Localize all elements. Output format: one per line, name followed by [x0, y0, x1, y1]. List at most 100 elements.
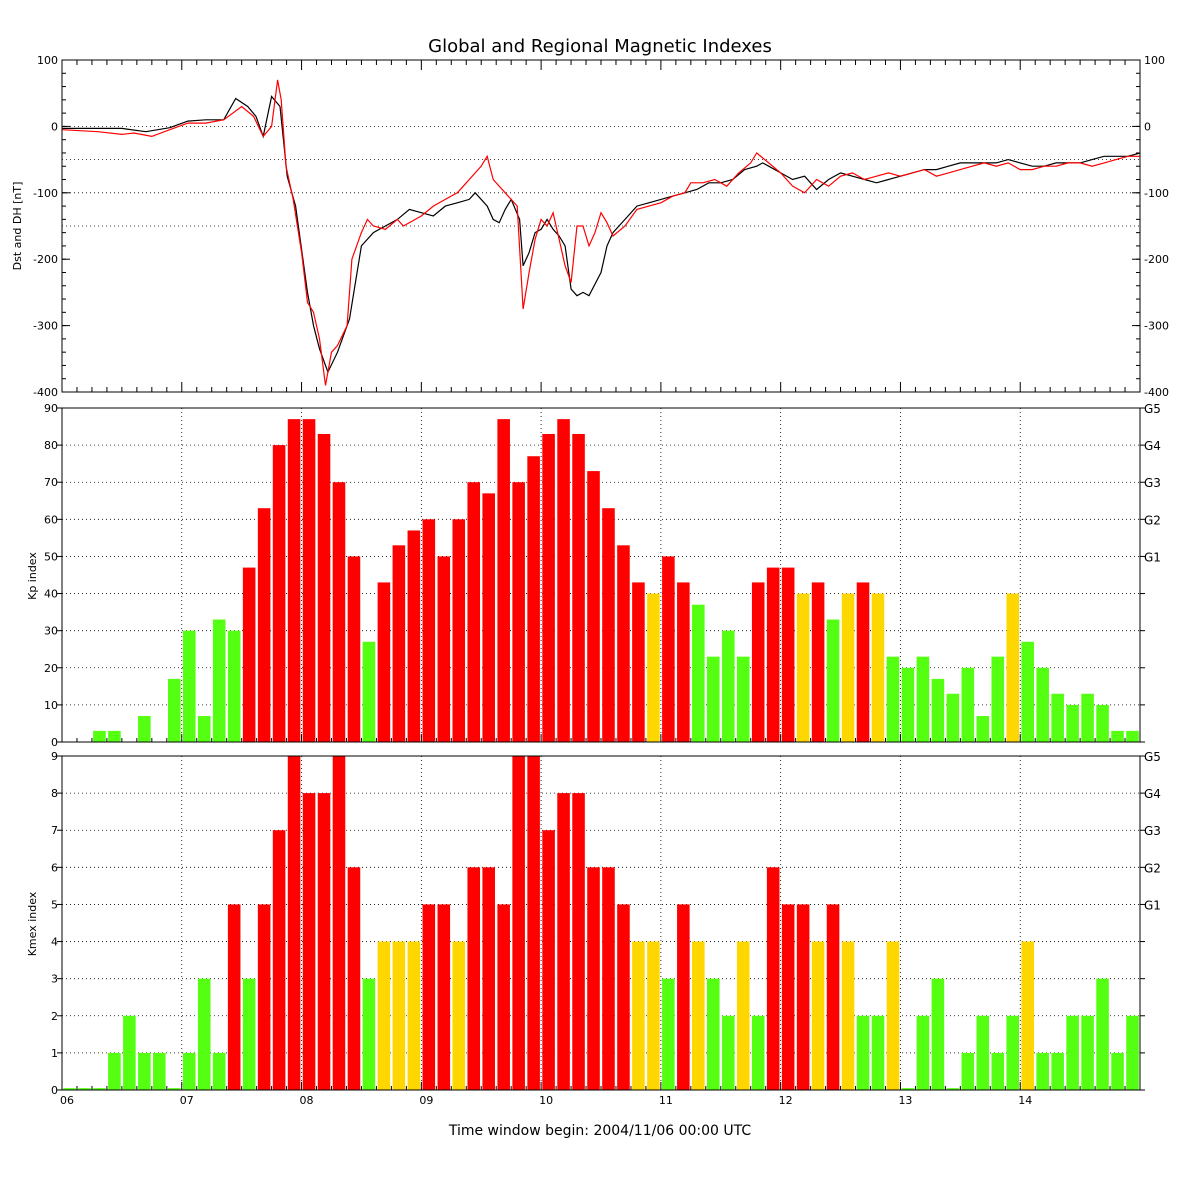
- kmex-bar: [242, 978, 256, 1090]
- kp-bar: [572, 433, 585, 742]
- kp-gscale-label: G2: [1144, 513, 1161, 527]
- kp-bar: [392, 545, 406, 742]
- kmex-bar: [557, 793, 570, 1090]
- x-tick-label: 06: [60, 1094, 74, 1107]
- chart-title: Global and Regional Magnetic Indexes: [428, 36, 772, 57]
- kmex-bar: [721, 1015, 735, 1090]
- kmex-bar: [392, 941, 406, 1090]
- kmex-bar: [632, 941, 645, 1090]
- kp-ytick-label: 10: [44, 699, 58, 712]
- kmex-bar: [976, 1015, 990, 1090]
- kmex-ytick-label: 1: [51, 1047, 58, 1060]
- kp-ytick-label: 40: [44, 588, 58, 601]
- kmex-bar: [437, 904, 451, 1090]
- kmex-bar: [377, 941, 391, 1090]
- kmex-bar: [138, 1052, 151, 1090]
- kmex-bar: [1111, 1052, 1124, 1090]
- kmex-bar: [212, 1052, 226, 1090]
- kmex-ytick-label: 5: [51, 898, 58, 911]
- x-tick-label: 10: [539, 1094, 553, 1107]
- kp-bar: [587, 471, 600, 742]
- kmex-bar: [796, 904, 810, 1090]
- kmex-bar: [602, 867, 615, 1090]
- kp-bar: [422, 519, 436, 742]
- x-tick-label: 08: [300, 1094, 314, 1107]
- dst-ytick-label: -300: [33, 320, 58, 333]
- kmex-bar: [662, 978, 675, 1090]
- kp-bar: [632, 582, 645, 742]
- kp-bar: [662, 556, 675, 742]
- kp-bar: [781, 567, 795, 742]
- kp-bar: [1066, 704, 1079, 742]
- kmex-bar: [347, 867, 361, 1090]
- kp-bar: [317, 433, 331, 742]
- kmex-bar: [302, 793, 316, 1090]
- kp-bar: [197, 716, 211, 742]
- kmex-bar: [422, 904, 436, 1090]
- kp-bar: [227, 630, 241, 742]
- kp-bar: [377, 582, 391, 742]
- kmex-bar: [916, 1015, 930, 1090]
- kmex-bar: [1126, 1015, 1139, 1090]
- kp-bar: [482, 493, 495, 742]
- kp-bar: [407, 530, 421, 742]
- dst-ytick-label-right: 0: [1144, 120, 1151, 133]
- kp-bar: [871, 593, 885, 742]
- kmex-bar: [617, 904, 630, 1090]
- dst-ytick-label: -100: [33, 187, 58, 200]
- kp-bar: [527, 456, 540, 742]
- x-tick-label: 12: [779, 1094, 793, 1107]
- kp-bar: [1021, 641, 1034, 742]
- kmex-gscale-label: G5: [1144, 750, 1161, 764]
- kp-ytick-label: 0: [51, 736, 58, 749]
- kmex-bar: [332, 756, 346, 1090]
- dst-ytick-label-right: -300: [1144, 320, 1169, 333]
- kp-bar: [168, 678, 181, 742]
- kmex-bar: [961, 1052, 975, 1090]
- kmex-gscale-label: G2: [1144, 861, 1161, 875]
- kp-bar: [931, 678, 945, 742]
- kp-ytick-label: 60: [44, 513, 58, 526]
- kmex-bar: [781, 904, 795, 1090]
- kmex-ytick-label: 6: [51, 861, 58, 874]
- kmex-bar: [1081, 1015, 1094, 1090]
- kp-bar: [332, 482, 346, 742]
- kp-ytick-label: 50: [44, 550, 58, 563]
- dst-ytick-label-right: -400: [1144, 386, 1169, 399]
- kp-bar: [257, 508, 271, 742]
- kp-ylabel: Kp index: [26, 552, 39, 600]
- kp-bar: [287, 419, 301, 742]
- kp-bar: [692, 604, 705, 742]
- kp-bar: [1111, 730, 1124, 742]
- kp-bar: [886, 656, 900, 742]
- kmex-bar: [93, 1088, 106, 1090]
- kmex-bar: [182, 1052, 196, 1090]
- kmex-ylabel: Kmex index: [26, 891, 39, 956]
- kmex-bar: [78, 1088, 91, 1090]
- kp-bar: [736, 656, 750, 742]
- kmex-ytick-label: 9: [51, 750, 58, 763]
- dst-ylabel: Dst and DH [nT]: [11, 182, 24, 271]
- x-tick-label: 11: [659, 1094, 673, 1107]
- kp-ytick-label: 70: [44, 476, 58, 489]
- kmex-bar: [871, 1015, 885, 1090]
- kmex-bar: [168, 1088, 181, 1090]
- kp-gscale-label: G4: [1144, 439, 1161, 453]
- kmex-ytick-label: 4: [51, 936, 58, 949]
- kmex-bar: [407, 941, 421, 1090]
- kmex-bar: [153, 1052, 166, 1090]
- kp-bar: [1051, 693, 1064, 742]
- kp-bar: [602, 508, 615, 742]
- kmex-gscale-label: G1: [1144, 898, 1161, 912]
- dst-panel: Dst and DH [nT] 100 100 0 0 -100 -100 -200 -200…: [11, 54, 1169, 399]
- x-axis: 06 07 08 09 10 11 12 13 14: [60, 1094, 1032, 1107]
- kmex-bar: [123, 1015, 136, 1090]
- kmex-bar: [362, 978, 376, 1090]
- kmex-bar: [512, 756, 525, 1090]
- kmex-bar: [108, 1052, 121, 1090]
- kmex-bar: [647, 941, 660, 1090]
- kmex-bar: [856, 1015, 870, 1090]
- kmex-ytick-label: 2: [51, 1010, 58, 1023]
- kp-bar: [437, 556, 451, 742]
- kmex-ytick-label: 0: [51, 1084, 58, 1097]
